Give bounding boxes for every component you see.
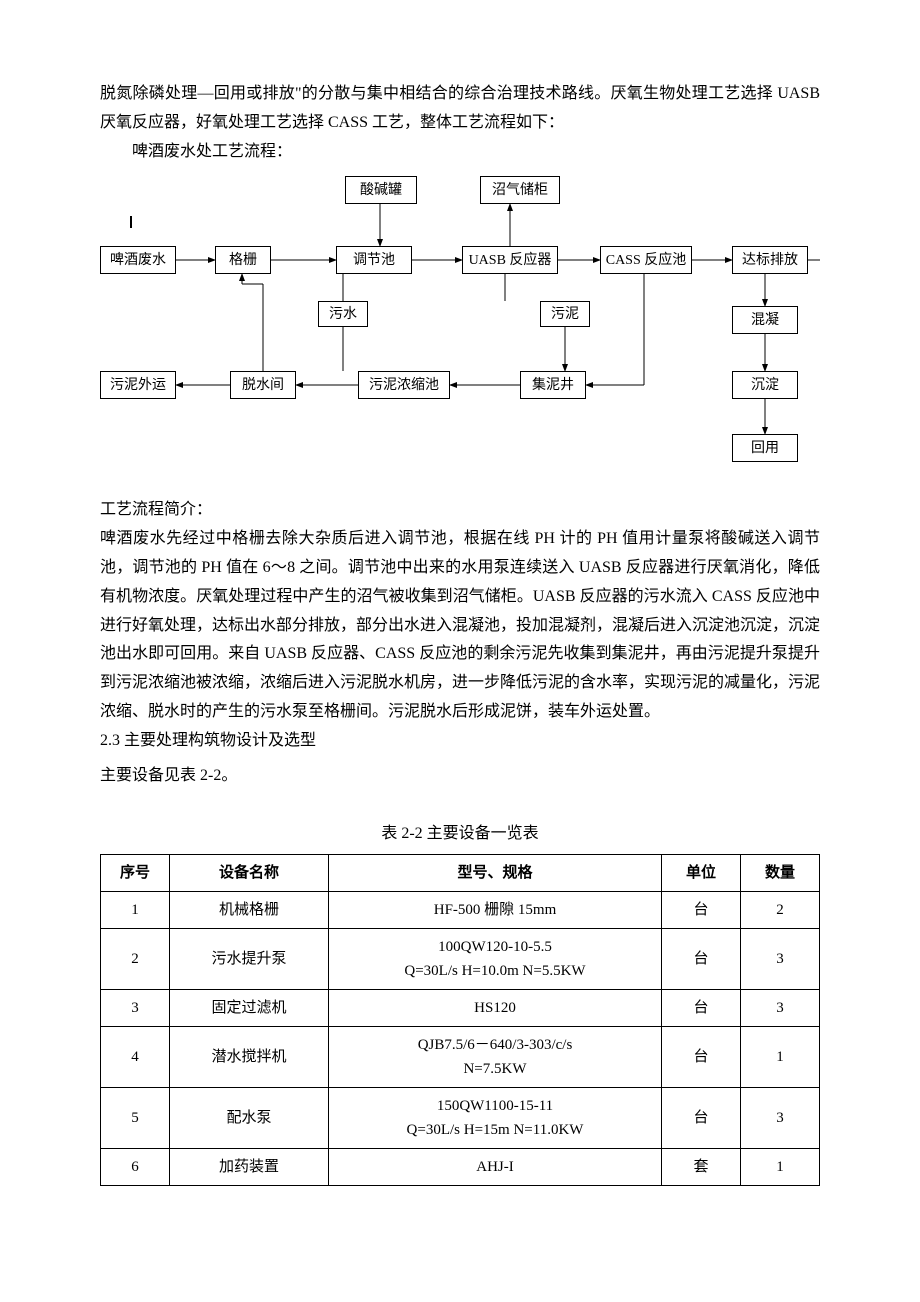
cell-qty: 3 [741, 1088, 820, 1149]
table-header-row: 序号 设备名称 型号、规格 单位 数量 [101, 855, 820, 892]
flow-node-acid: 酸碱罐 [345, 176, 417, 204]
cell-name: 加药装置 [170, 1149, 329, 1186]
cell-unit: 台 [662, 1088, 741, 1149]
cell-spec: AHJ-I [329, 1149, 662, 1186]
flow-node-settle: 沉淀 [732, 371, 798, 399]
table-row: 3固定过滤机HS120台3 [101, 990, 820, 1027]
th-num: 序号 [101, 855, 170, 892]
flow-node-sludge1: 污泥 [540, 301, 590, 327]
flow-node-cass: CASS 反应池 [600, 246, 692, 274]
table-caption: 表 2-2 主要设备一览表 [100, 820, 820, 849]
cell-num: 3 [101, 990, 170, 1027]
table-row: 4潜水搅拌机QJB7.5/6－640/3-303/c/sN=7.5KW台1 [101, 1027, 820, 1088]
flow-node-discharge: 达标排放 [732, 246, 808, 274]
flow-node-well: 集泥井 [520, 371, 586, 399]
th-qty: 数量 [741, 855, 820, 892]
table-row: 6加药装置AHJ-I套1 [101, 1149, 820, 1186]
section-heading: 2.3 主要处理构筑物设计及选型 [100, 727, 820, 756]
cell-name: 潜水搅拌机 [170, 1027, 329, 1088]
intro-paragraph-2: 啤酒废水处工艺流程： [100, 138, 820, 167]
cell-spec: HF-500 栅隙 15mm [329, 892, 662, 929]
flow-node-dewat: 脱水间 [230, 371, 296, 399]
cell-unit: 台 [662, 990, 741, 1027]
cell-name: 配水泵 [170, 1088, 329, 1149]
equipment-table: 序号 设备名称 型号、规格 单位 数量 1机械格栅HF-500 栅隙 15mm台… [100, 854, 820, 1186]
intro-paragraph-1: 脱氮除磷处理—回用或排放"的分散与集中相结合的综合治理技术路线。厌氧生物处理工艺… [100, 80, 820, 138]
cell-num: 5 [101, 1088, 170, 1149]
cell-spec: HS120 [329, 990, 662, 1027]
th-unit: 单位 [662, 855, 741, 892]
cell-qty: 3 [741, 990, 820, 1027]
process-flowchart: 酸碱罐沼气储柜啤酒废水格栅调节池UASB 反应器CASS 反应池达标排放污水污泥… [100, 176, 820, 476]
flow-node-mix: 混凝 [732, 306, 798, 334]
flow-node-uasb: UASB 反应器 [462, 246, 558, 274]
cell-qty: 1 [741, 1149, 820, 1186]
flow-node-reuse: 回用 [732, 434, 798, 462]
cell-num: 4 [101, 1027, 170, 1088]
flow-node-out: 污泥外运 [100, 371, 176, 399]
desc-title: 工艺流程简介： [100, 496, 820, 525]
cell-spec: QJB7.5/6－640/3-303/c/sN=7.5KW [329, 1027, 662, 1088]
flow-node-grid: 格栅 [215, 246, 271, 274]
flow-node-sewage: 污水 [318, 301, 368, 327]
flowchart-arrows [100, 176, 820, 476]
desc-body: 啤酒废水先经过中格栅去除大杂质后进入调节池，根据在线 PH 计的 PH 值用计量… [100, 525, 820, 727]
cell-qty: 1 [741, 1027, 820, 1088]
cell-name: 污水提升泵 [170, 929, 329, 990]
table-row: 5配水泵150QW1100-15-11Q=30L/s H=15m N=11.0K… [101, 1088, 820, 1149]
cell-unit: 套 [662, 1149, 741, 1186]
cell-name: 机械格栅 [170, 892, 329, 929]
cell-num: 1 [101, 892, 170, 929]
cell-unit: 台 [662, 1027, 741, 1088]
cell-spec: 150QW1100-15-11Q=30L/s H=15m N=11.0KW [329, 1088, 662, 1149]
flow-node-adjust: 调节池 [336, 246, 412, 274]
cell-unit: 台 [662, 929, 741, 990]
table-row: 1机械格栅HF-500 栅隙 15mm台2 [101, 892, 820, 929]
see-table: 主要设备见表 2-2。 [100, 762, 820, 791]
flow-node-thick: 污泥浓缩池 [358, 371, 450, 399]
cell-spec: 100QW120-10-5.5Q=30L/s H=10.0m N=5.5KW [329, 929, 662, 990]
cell-unit: 台 [662, 892, 741, 929]
flow-node-beer: 啤酒废水 [100, 246, 176, 274]
cell-qty: 2 [741, 892, 820, 929]
cell-qty: 3 [741, 929, 820, 990]
cell-name: 固定过滤机 [170, 990, 329, 1027]
flow-bar [130, 216, 132, 228]
th-spec: 型号、规格 [329, 855, 662, 892]
flow-node-biogas: 沼气储柜 [480, 176, 560, 204]
table-row: 2污水提升泵100QW120-10-5.5Q=30L/s H=10.0m N=5… [101, 929, 820, 990]
cell-num: 2 [101, 929, 170, 990]
th-name: 设备名称 [170, 855, 329, 892]
cell-num: 6 [101, 1149, 170, 1186]
